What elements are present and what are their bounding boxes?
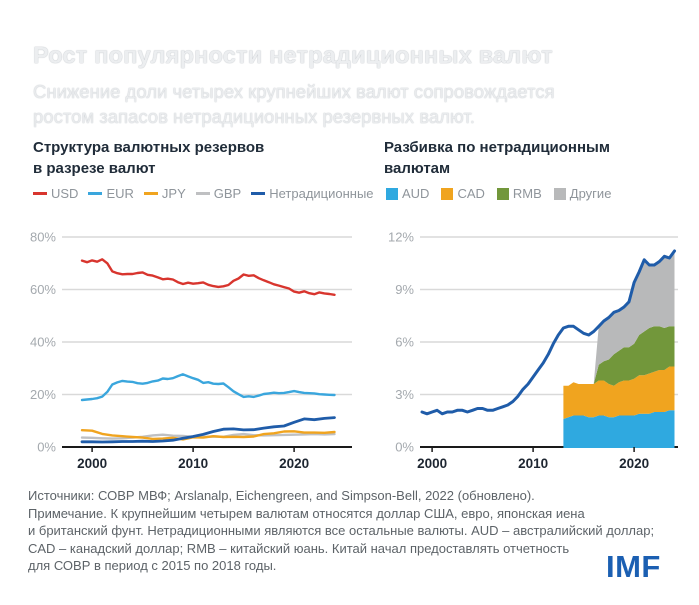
right-chart-legend: AUD CAD RMB Другие: [386, 186, 611, 201]
nontraditional-breakdown-area-chart: 0% 3% 6% 9% 12% 2000 2010 2020: [388, 230, 678, 471]
legend-label-aud: AUD: [402, 186, 430, 201]
legend-item-usd: USD: [33, 186, 78, 201]
svg-text:2010: 2010: [178, 456, 208, 471]
nontraditional-line-swatch: [251, 192, 266, 195]
right-chart-title: Разбивка по нетрадиционным валютам: [384, 139, 610, 178]
svg-text:2020: 2020: [619, 456, 649, 471]
svg-text:80%: 80%: [30, 230, 56, 245]
gbp-line-swatch: [195, 192, 210, 195]
svg-text:60%: 60%: [30, 282, 56, 297]
imf-logo: IMF: [606, 549, 661, 584]
reserves-structure-line-chart: 0% 20% 40% 60% 80% 2000 2010 2020: [30, 230, 352, 471]
legend-label-usd: USD: [51, 186, 79, 201]
rmb-area-swatch: [496, 187, 509, 200]
legend-item-eur: EUR: [88, 186, 134, 201]
svg-text:40%: 40%: [30, 335, 56, 350]
legend-label-nontraditional: Нетрадиционные: [269, 186, 374, 201]
svg-text:2000: 2000: [77, 456, 107, 471]
svg-text:2010: 2010: [518, 456, 548, 471]
legend-label-other: Другие: [569, 186, 612, 201]
svg-text:12%: 12%: [388, 230, 414, 245]
legend-label-gbp: GBP: [213, 186, 242, 201]
page-title: Рост популярности нетрадиционных валют: [33, 41, 553, 68]
legend-label-eur: EUR: [106, 186, 134, 201]
note-line-1: Примечание. К крупнейшим четырем валютам…: [28, 505, 585, 521]
svg-text:6%: 6%: [395, 335, 414, 350]
svg-text:0%: 0%: [37, 440, 56, 455]
source-line: Источники: СОВР МВФ; Arslanalp, Eichengr…: [28, 488, 535, 503]
svg-text:2020: 2020: [279, 456, 309, 471]
other-area-swatch: [553, 187, 566, 200]
legend-item-jpy: JPY: [143, 186, 186, 201]
subtitle-line-2: ростом запасов нетрадиционных резервных …: [33, 106, 475, 127]
source-note: Источники: СОВР МВФ; Arslanalp, Eichengr…: [28, 487, 654, 575]
legend-item-other: Другие: [553, 186, 612, 201]
svg-text:9%: 9%: [395, 282, 414, 297]
legend-label-rmb: RMB: [512, 186, 542, 201]
svg-text:2000: 2000: [417, 456, 447, 471]
page-subtitle: Снижение доли четырех крупнейших валют с…: [33, 79, 555, 130]
note-line-3: CAD – канадский доллар; RMB – китайский …: [28, 540, 570, 556]
eur-line-swatch: [88, 192, 103, 195]
aud-area-swatch: [386, 187, 398, 200]
note-line-2: и британский фунт. Нетрадиционными являю…: [28, 523, 655, 538]
legend-label-cad: CAD: [457, 186, 485, 201]
subtitle-line-1: Снижение доли четырех крупнейших валют с…: [33, 80, 555, 102]
jpy-line-swatch: [143, 192, 158, 195]
svg-text:20%: 20%: [30, 387, 56, 402]
legend-item-rmb: RMB: [496, 186, 542, 201]
left-chart-title: Структура валютных резервов в разрезе ва…: [33, 139, 265, 178]
note-line-4: для СОВР в период с 2015 по 2018 годы.: [28, 558, 277, 573]
legend-item-aud: AUD: [386, 186, 429, 201]
svg-text:0%: 0%: [395, 440, 414, 455]
legend-item-nontraditional: Нетрадиционные: [251, 186, 374, 201]
legend-label-jpy: JPY: [161, 186, 186, 201]
legend-item-gbp: GBP: [195, 186, 242, 201]
legend-item-cad: CAD: [441, 186, 485, 201]
svg-text:3%: 3%: [395, 387, 414, 402]
cad-area-swatch: [441, 187, 454, 200]
usd-line-swatch: [33, 192, 47, 195]
left-chart-legend: USD EUR JPY GBP Нетрадиционные: [33, 186, 374, 201]
